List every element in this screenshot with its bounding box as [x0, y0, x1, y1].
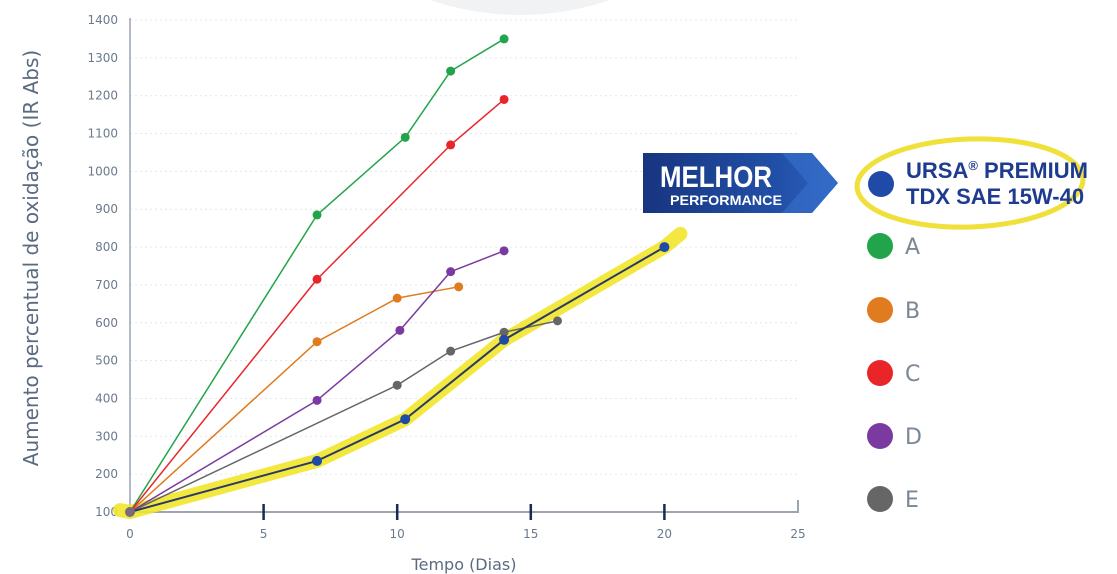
x-tick-labels: 0 5 10 15 20 25 [126, 527, 805, 541]
x-axis-line [130, 500, 799, 513]
data-point-ursa [499, 334, 510, 345]
y-tick-label: 500 [95, 354, 118, 368]
legend-marker-d [867, 423, 893, 449]
legend-label-ursa-line2: TDX SAE 15W-40 [906, 184, 1084, 209]
data-point-e [446, 346, 456, 356]
y-tick-label: 1100 [87, 127, 118, 141]
data-point-e [392, 380, 402, 390]
gridlines [130, 19, 798, 475]
badge-chevron-shade [782, 153, 838, 213]
data-point-e [499, 327, 509, 337]
series-points [125, 34, 670, 517]
data-point-c [312, 274, 322, 284]
data-point-d [446, 267, 456, 277]
y-tick-label: 1200 [87, 89, 118, 103]
series-lines [129, 38, 665, 513]
data-point-b [392, 293, 402, 303]
legend-label-ursa-line1: URSA® PREMIUM [906, 158, 1088, 183]
badge-line2: PERFORMANCE [670, 192, 782, 208]
data-point-d [312, 395, 322, 405]
x-tick-label: 15 [523, 527, 538, 541]
data-point-d [499, 246, 509, 256]
x-tick-label: 10 [390, 527, 405, 541]
legend-marker-e [867, 486, 893, 512]
best-series-highlight [113, 226, 688, 519]
y-tick-label: 600 [95, 316, 118, 330]
data-point-a [312, 210, 322, 220]
melhor-performance-badge: MELHOR PERFORMANCE [643, 153, 838, 213]
data-point-e [553, 316, 563, 326]
y-tick-label: 1300 [87, 51, 118, 65]
highlight-band [113, 226, 688, 519]
x-axis-marks [262, 504, 666, 520]
y-tick-label: 700 [95, 278, 118, 292]
x-axis-title: Tempo (Dias) [411, 555, 517, 574]
data-point-ursa [312, 455, 323, 466]
badge-line1: MELHOR [660, 161, 772, 194]
data-point-b [454, 282, 464, 292]
data-point-a [446, 66, 456, 76]
data-point-c [446, 140, 456, 150]
decorative-top-arc [430, 0, 610, 15]
legend-label-b: B [905, 299, 920, 324]
y-tick-label: 900 [95, 202, 118, 216]
x-tick-label: 0 [126, 527, 134, 541]
legend-marker-b [867, 297, 893, 323]
y-tick-label: 300 [95, 429, 118, 443]
data-point-ursa [400, 414, 411, 425]
x-tick-label: 5 [260, 527, 268, 541]
x-tick-label: 20 [657, 527, 672, 541]
y-tick-label: 1000 [87, 164, 118, 178]
y-tick-label: 800 [95, 240, 118, 254]
series-line-c [129, 98, 505, 513]
origin-point [125, 507, 135, 517]
legend: URSA® PREMIUM TDX SAE 15W-40 A B C D E [854, 136, 1088, 513]
series-line-b [129, 286, 459, 513]
y-tick-labels: 100 200 300 400 500 600 700 800 900 1000 1100 1200 1… [87, 13, 118, 519]
legend-marker-ursa [868, 171, 894, 197]
legend-marker-a [867, 233, 893, 259]
legend-label-d: D [905, 425, 922, 450]
data-point-a [400, 132, 410, 142]
badge-shape [643, 153, 838, 213]
ursa-highlight-ring [854, 136, 1086, 230]
legend-label-a: A [905, 235, 920, 260]
y-axis-title: Aumento percentual de oxidação (IR Abs) [19, 50, 43, 466]
y-tick-label: 100 [95, 505, 118, 519]
x-tick-label: 25 [790, 527, 805, 541]
legend-label-e: E [905, 488, 919, 513]
legend-marker-c [867, 360, 893, 386]
data-point-d [395, 325, 405, 335]
data-point-a [499, 34, 509, 44]
y-tick-label: 1400 [87, 13, 118, 27]
legend-label-c: C [905, 362, 920, 387]
data-point-ursa [659, 242, 670, 253]
y-tick-label: 400 [95, 391, 118, 405]
y-tick-label: 200 [95, 467, 118, 481]
data-point-b [312, 337, 322, 347]
data-point-c [499, 94, 509, 104]
